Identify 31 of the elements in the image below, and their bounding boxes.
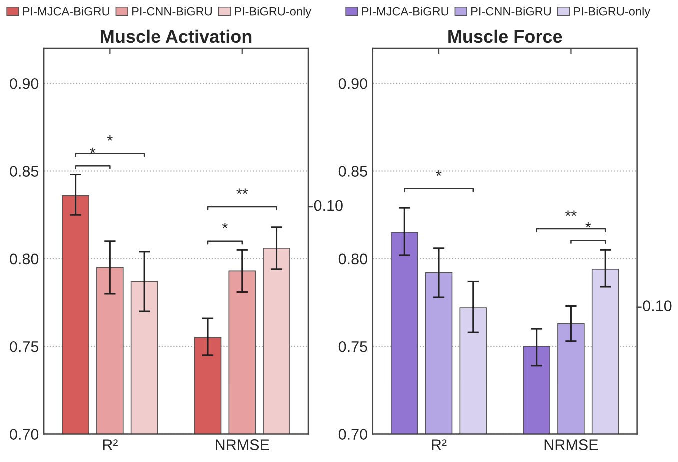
legend-label: PI-CNN-BiGRU (472, 7, 551, 16)
y-tick-label: 0.80 (10, 254, 39, 265)
y-tick-label: 0.85 (10, 166, 39, 177)
legend-label: PI-BiGRU-only (574, 7, 651, 18)
annotation: * (436, 170, 442, 176)
y-tick-label: 0.75 (338, 341, 368, 352)
legend-label: PI-MJCA-BiGRU (23, 7, 110, 16)
chart-title: Muscle Force (448, 30, 562, 44)
y-tick-label: 0.90 (10, 78, 39, 90)
y-tick-label: 0.85 (338, 166, 368, 177)
y-tick-label: 0.80 (338, 254, 368, 265)
y-tick-label: 0.70 (10, 429, 39, 440)
text: 0.10 (314, 200, 343, 212)
legend-label: PI-BiGRU-only (235, 7, 312, 18)
annotation: ** (236, 188, 248, 194)
annotation: ** (566, 210, 577, 216)
x-tick-label: NRMSE (216, 440, 270, 450)
annotation: * (586, 222, 592, 228)
x-tick-label: NRMSE (544, 440, 598, 450)
legend-label: PI-MJCA-BiGRU (362, 7, 448, 16)
annotation: * (90, 148, 96, 154)
y-tick-label: 0.75 (10, 341, 39, 352)
chart-title: Muscle Activation (101, 30, 252, 44)
x-tick-label: R² (432, 440, 447, 450)
text: 0.10 (643, 300, 672, 312)
y-tick-label: 0.70 (338, 429, 368, 440)
x-tick-label: R² (103, 440, 118, 450)
y-tick-label: 0.90 (338, 78, 368, 90)
annotation: * (107, 136, 113, 141)
annotation: * (222, 223, 228, 228)
legend-label: PI-CNN-BiGRU (132, 7, 212, 16)
